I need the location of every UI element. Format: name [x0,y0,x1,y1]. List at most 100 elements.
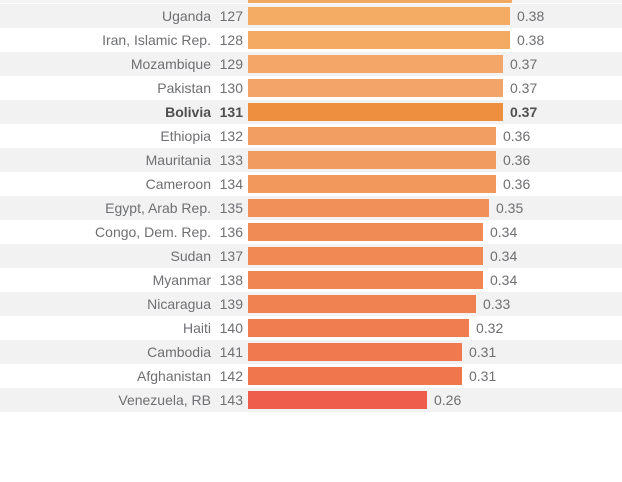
chart-row: Cameroon 134 0.36 [0,172,622,196]
rank-label: 128 [219,32,243,48]
chart-row: Congo, Dem. Rep. 136 0.34 [0,220,622,244]
rank-label: 134 [219,176,243,192]
chart-row: Myanmar 138 0.34 [0,268,622,292]
rank-label: 131 [219,104,243,120]
rank-label: 137 [219,248,243,264]
cutoff-value-bar [248,0,512,3]
value-bar[interactable] [248,31,510,49]
value-bar[interactable] [248,271,483,289]
chart-row: Mozambique 129 0.37 [0,52,622,76]
value-bar[interactable] [248,55,503,73]
value-label: 0.37 [510,56,538,72]
country-label: Congo, Dem. Rep. [95,224,211,240]
chart-row: Ethiopia 132 0.36 [0,124,622,148]
bar-track: 0.37 [243,52,622,76]
country-label: Egypt, Arab Rep. [105,200,211,216]
value-label: 0.36 [503,176,531,192]
value-bar[interactable] [248,127,496,145]
chart-row: Venezuela, RB 143 0.26 [0,388,622,412]
bar-track: 0.31 [243,364,622,388]
bar-track: 0.34 [243,244,622,268]
value-label: 0.36 [503,128,531,144]
chart-row: Uganda 127 0.38 [0,4,622,28]
cutoff-row [0,0,622,3]
rank-label: 140 [219,320,243,336]
country-label: Sudan [170,248,211,264]
country-label: Uganda [161,8,211,24]
country-label: Cambodia [147,344,211,360]
value-label: 0.34 [490,224,518,240]
value-bar[interactable] [248,199,489,217]
chart-row: Afghanistan 142 0.31 [0,364,622,388]
chart-rows: Uganda 127 0.38 Iran, Islamic Rep. 128 0… [0,4,622,412]
chart-row: Pakistan 130 0.37 [0,76,622,100]
value-bar[interactable] [248,175,496,193]
country-label: Iran, Islamic Rep. [102,32,211,48]
value-label: 0.35 [496,200,524,216]
bar-track: 0.35 [243,196,622,220]
country-label: Cameroon [145,176,211,192]
bar-track: 0.36 [243,124,622,148]
value-bar[interactable] [248,367,462,385]
bar-track: 0.37 [243,76,622,100]
rank-label: 127 [219,8,243,24]
rank-label: 130 [219,80,243,96]
rank-label: 143 [219,392,243,408]
value-bar[interactable] [248,103,503,121]
country-label: Afghanistan [137,368,211,384]
value-label: 0.37 [510,80,538,96]
rank-label: 129 [219,56,243,72]
value-label: 0.33 [483,296,511,312]
rank-label: 141 [219,344,243,360]
chart-row: Cambodia 141 0.31 [0,340,622,364]
chart-row: Egypt, Arab Rep. 135 0.35 [0,196,622,220]
bar-track: 0.31 [243,340,622,364]
value-label: 0.31 [469,344,497,360]
chart-row: Iran, Islamic Rep. 128 0.38 [0,28,622,52]
bar-track: 0.38 [243,4,622,28]
bar-track: 0.26 [243,388,622,412]
value-bar[interactable] [248,343,462,361]
rank-label: 138 [219,272,243,288]
bar-track: 0.34 [243,220,622,244]
country-label: Mozambique [130,56,211,72]
rank-label: 136 [219,224,243,240]
value-bar[interactable] [248,223,483,241]
value-label: 0.34 [490,272,518,288]
country-label: Venezuela, RB [118,392,211,408]
bar-track: 0.33 [243,292,622,316]
value-label: 0.32 [476,320,504,336]
country-label: Myanmar [152,272,211,288]
rank-label: 135 [219,200,243,216]
country-label: Pakistan [157,80,211,96]
chart-row: Sudan 137 0.34 [0,244,622,268]
value-bar[interactable] [248,391,427,409]
chart-row: Haiti 140 0.32 [0,316,622,340]
value-bar[interactable] [248,151,496,169]
value-label: 0.36 [503,152,531,168]
value-bar[interactable] [248,247,483,265]
country-label: Bolivia [165,104,211,120]
rank-label: 133 [219,152,243,168]
value-bar[interactable] [248,79,503,97]
value-label: 0.26 [434,392,462,408]
value-label: 0.38 [517,8,545,24]
value-bar[interactable] [248,295,476,313]
chart-row: Nicaragua 139 0.33 [0,292,622,316]
value-label: 0.31 [469,368,497,384]
value-label: 0.34 [490,248,518,264]
chart-row: Bolivia 131 0.37 [0,100,622,124]
value-bar[interactable] [248,319,469,337]
bar-track: 0.38 [243,28,622,52]
bar-track: 0.36 [243,172,622,196]
country-label: Haiti [182,320,211,336]
rank-label: 139 [219,296,243,312]
chart-row: Mauritania 133 0.36 [0,148,622,172]
value-bar[interactable] [248,7,510,25]
bar-track: 0.36 [243,148,622,172]
value-label: 0.38 [517,32,545,48]
country-label: Ethiopia [160,128,211,144]
country-label: Nicaragua [147,296,211,312]
rank-label: 142 [219,368,243,384]
